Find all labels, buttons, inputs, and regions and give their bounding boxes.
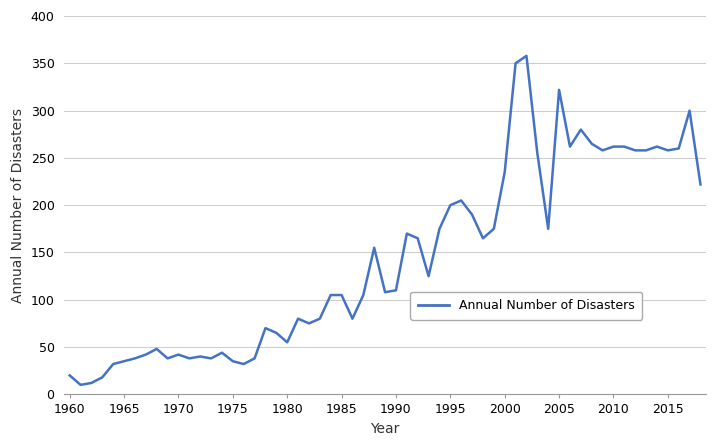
- Legend: Annual Number of Disasters: Annual Number of Disasters: [410, 292, 642, 320]
- X-axis label: Year: Year: [371, 422, 400, 436]
- Y-axis label: Annual Number of Disasters: Annual Number of Disasters: [11, 108, 25, 303]
